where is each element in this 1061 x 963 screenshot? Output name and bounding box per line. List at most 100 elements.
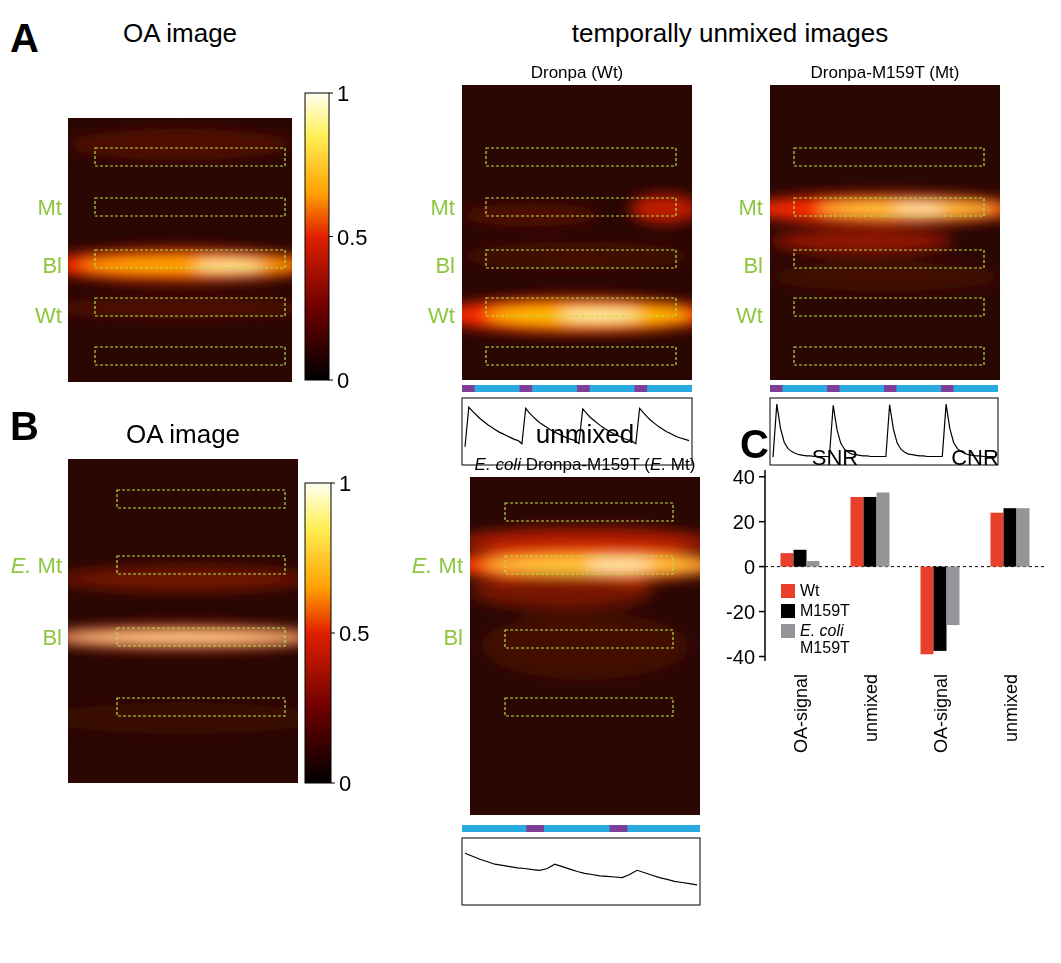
oa-image bbox=[68, 459, 298, 783]
bar bbox=[991, 513, 1004, 567]
colorbar bbox=[305, 93, 329, 380]
illumination-pulse bbox=[462, 385, 475, 392]
signal bbox=[770, 194, 1000, 224]
roi bbox=[486, 198, 676, 216]
legend-swatch bbox=[781, 624, 795, 638]
signal bbox=[585, 560, 654, 570]
bar bbox=[1004, 508, 1017, 566]
row-label: Bl bbox=[42, 253, 62, 278]
signal bbox=[630, 194, 692, 224]
unmixed-image bbox=[462, 85, 692, 380]
bar bbox=[934, 567, 947, 651]
y-tick bbox=[759, 521, 765, 523]
group-label: CNR bbox=[951, 445, 999, 470]
roi bbox=[505, 630, 673, 648]
panel-title: OA image bbox=[123, 18, 237, 48]
signal bbox=[770, 262, 1000, 292]
colorbar bbox=[305, 483, 331, 783]
y-tick bbox=[759, 656, 765, 658]
illumination-pulse bbox=[520, 385, 533, 392]
y-tick-label: 40 bbox=[733, 466, 755, 488]
roi bbox=[486, 148, 676, 166]
roi bbox=[794, 298, 984, 316]
row-label: Wt bbox=[35, 303, 62, 328]
y-tick bbox=[759, 611, 765, 613]
legend-swatch bbox=[781, 584, 795, 598]
y-tick bbox=[759, 566, 765, 568]
roi bbox=[794, 148, 984, 166]
row-label: E. Mt bbox=[412, 553, 463, 578]
x-tick-label: OA-signal bbox=[791, 674, 811, 753]
legend-label: E. coliM159T bbox=[800, 622, 850, 656]
bar bbox=[921, 567, 934, 655]
illumination-pulse bbox=[577, 385, 590, 392]
signal bbox=[559, 309, 642, 321]
bar bbox=[807, 561, 820, 567]
signal bbox=[193, 260, 265, 272]
colorbar-tick bbox=[331, 633, 335, 634]
signal bbox=[462, 241, 692, 271]
image-signal bbox=[770, 194, 1000, 291]
signal bbox=[485, 305, 692, 326]
illumination-pulse bbox=[884, 385, 897, 392]
row-label: E. Mt bbox=[11, 553, 62, 578]
oa-image bbox=[68, 118, 292, 382]
illumination-bar bbox=[462, 825, 700, 832]
signal bbox=[68, 298, 292, 319]
roi bbox=[95, 298, 285, 316]
colorbar-tick-label: 0.5 bbox=[337, 225, 368, 250]
roi bbox=[505, 556, 673, 574]
roi bbox=[794, 198, 984, 216]
image-signal bbox=[68, 566, 298, 734]
illumination-pulse bbox=[526, 825, 544, 832]
roi bbox=[794, 250, 984, 268]
signal bbox=[68, 702, 298, 734]
x-tick-label: unmixed bbox=[861, 674, 881, 742]
image-ground bbox=[770, 85, 1000, 380]
roi bbox=[117, 556, 285, 574]
bar bbox=[781, 553, 794, 566]
signal bbox=[482, 556, 701, 573]
signal bbox=[462, 203, 600, 227]
illumination-pulse bbox=[770, 385, 783, 392]
row-label: Bl bbox=[435, 253, 455, 278]
bar bbox=[1017, 508, 1030, 566]
y-tick-label: 0 bbox=[744, 556, 755, 578]
roi bbox=[117, 698, 285, 716]
legend-line: M159T bbox=[800, 639, 850, 656]
colorbar-tick bbox=[329, 380, 333, 381]
legend-label: M159T bbox=[800, 602, 850, 619]
x-tick-label: unmixed bbox=[1001, 674, 1021, 742]
row-label: Bl bbox=[443, 625, 463, 650]
figure: AOA imagetemporally unmixed imagesMtBlWt… bbox=[0, 0, 1061, 963]
image-signal bbox=[68, 129, 292, 319]
panel-title: temporally unmixed images bbox=[572, 18, 888, 48]
bar bbox=[794, 550, 807, 567]
trace-line bbox=[465, 853, 697, 885]
row-label: Mt bbox=[431, 195, 455, 220]
y-tick-label: 20 bbox=[733, 511, 755, 533]
signal bbox=[68, 129, 292, 161]
illumination-pulse bbox=[635, 385, 648, 392]
roi bbox=[95, 148, 285, 166]
signal bbox=[68, 632, 298, 642]
colorbar-tick bbox=[329, 93, 333, 94]
unmixed-image bbox=[470, 477, 700, 815]
image-ground bbox=[462, 85, 692, 380]
image-ground bbox=[68, 459, 298, 783]
image-title: Dronpa (Wt) bbox=[531, 63, 624, 82]
bar bbox=[864, 497, 877, 567]
row-label: Bl bbox=[743, 253, 763, 278]
bar bbox=[947, 567, 960, 625]
colorbar-tick-label: 0 bbox=[339, 771, 351, 796]
y-axis bbox=[764, 470, 766, 661]
row-label: Wt bbox=[428, 303, 455, 328]
colorbar-tick-label: 1 bbox=[337, 81, 349, 106]
signal bbox=[816, 202, 1000, 217]
unmixed-image bbox=[770, 85, 1000, 380]
x-tick-label: OA-signal bbox=[931, 674, 951, 753]
row-label: Wt bbox=[736, 303, 763, 328]
signal bbox=[462, 297, 692, 332]
group-label: SNR bbox=[812, 445, 858, 470]
signal bbox=[68, 249, 292, 281]
